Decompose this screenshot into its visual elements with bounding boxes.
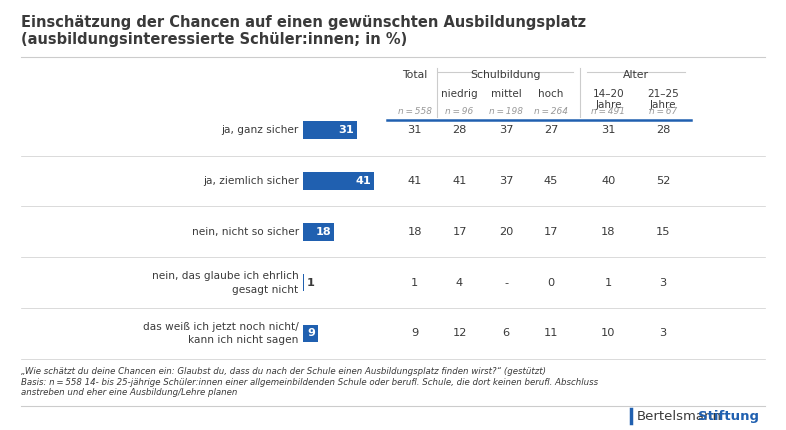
- Bar: [303, 223, 334, 241]
- Text: mittel: mittel: [490, 89, 522, 98]
- Text: n = 96: n = 96: [446, 108, 474, 117]
- Text: Total: Total: [402, 70, 428, 80]
- Text: 41: 41: [355, 176, 371, 186]
- Text: 45: 45: [544, 176, 558, 186]
- Text: n = 67: n = 67: [649, 108, 678, 117]
- Text: niedrig: niedrig: [441, 89, 478, 98]
- Text: 11: 11: [544, 329, 558, 338]
- Text: 41: 41: [452, 176, 467, 186]
- Text: Stiftung: Stiftung: [698, 410, 758, 423]
- Text: Schulbildung: Schulbildung: [470, 70, 541, 80]
- Text: 3: 3: [659, 329, 667, 338]
- Text: n = 558: n = 558: [398, 108, 432, 117]
- Text: 28: 28: [452, 125, 467, 135]
- Text: 3: 3: [659, 278, 667, 288]
- Text: das weiß ich jetzt noch nicht/: das weiß ich jetzt noch nicht/: [143, 322, 299, 332]
- Bar: [303, 172, 374, 190]
- Text: 52: 52: [656, 176, 670, 186]
- Text: 41: 41: [408, 176, 422, 186]
- Text: 1: 1: [411, 278, 418, 288]
- Text: gesagt nicht: gesagt nicht: [233, 285, 299, 295]
- Text: ja, ziemlich sicher: ja, ziemlich sicher: [203, 176, 299, 186]
- Text: ja, ganz sicher: ja, ganz sicher: [222, 125, 299, 135]
- Text: 31: 31: [601, 125, 615, 135]
- Bar: [303, 274, 304, 292]
- Text: 18: 18: [408, 227, 422, 237]
- Text: Alter: Alter: [623, 70, 648, 80]
- Text: 10: 10: [601, 329, 615, 338]
- Text: kann ich nicht sagen: kann ich nicht sagen: [189, 335, 299, 345]
- Text: 14–20
Jahre: 14–20 Jahre: [593, 89, 624, 110]
- Text: 20: 20: [499, 227, 513, 237]
- Text: -: -: [504, 278, 509, 288]
- Text: 28: 28: [656, 125, 670, 135]
- Text: anstreben und eher eine Ausbildung/Lehre planen: anstreben und eher eine Ausbildung/Lehre…: [20, 388, 237, 397]
- Text: 18: 18: [601, 227, 615, 237]
- Text: Einschätzung der Chancen auf einen gewünschten Ausbildungsplatz: Einschätzung der Chancen auf einen gewün…: [20, 15, 586, 30]
- Text: n = 198: n = 198: [489, 108, 523, 117]
- Text: 17: 17: [452, 227, 467, 237]
- Text: 37: 37: [499, 125, 513, 135]
- Text: (ausbildungsinteressierte Schüler:innen; in %): (ausbildungsinteressierte Schüler:innen;…: [20, 32, 407, 47]
- Text: 9: 9: [411, 329, 418, 338]
- Bar: [303, 121, 357, 139]
- Text: 37: 37: [499, 176, 513, 186]
- Text: 4: 4: [456, 278, 463, 288]
- Text: 17: 17: [544, 227, 558, 237]
- Text: 31: 31: [338, 125, 354, 135]
- Text: „Wie schätzt du deine Chancen ein: Glaubst du, dass du nach der Schule einen Aus: „Wie schätzt du deine Chancen ein: Glaub…: [20, 367, 545, 376]
- Text: 1: 1: [307, 278, 314, 288]
- Text: 0: 0: [547, 278, 554, 288]
- Text: 27: 27: [544, 125, 558, 135]
- Text: 6: 6: [502, 329, 510, 338]
- Text: n = 264: n = 264: [534, 108, 567, 117]
- Bar: [303, 325, 318, 342]
- Text: Basis: n = 558 14- bis 25-jährige Schüler:innen einer allgemeinbildenden Schule : Basis: n = 558 14- bis 25-jährige Schüle…: [20, 378, 598, 387]
- Text: 40: 40: [601, 176, 615, 186]
- Text: nein, nicht so sicher: nein, nicht so sicher: [192, 227, 299, 237]
- Text: 12: 12: [452, 329, 467, 338]
- Text: 15: 15: [656, 227, 670, 237]
- Text: Bertelsmann: Bertelsmann: [637, 410, 722, 423]
- Text: 21–25
Jahre: 21–25 Jahre: [647, 89, 679, 110]
- Text: 1: 1: [605, 278, 612, 288]
- Text: 18: 18: [315, 227, 331, 237]
- Text: hoch: hoch: [538, 89, 564, 98]
- Text: n = 491: n = 491: [592, 108, 626, 117]
- Text: nein, das glaube ich ehrlich: nein, das glaube ich ehrlich: [152, 271, 299, 281]
- Text: 9: 9: [307, 329, 315, 338]
- Text: 31: 31: [408, 125, 422, 135]
